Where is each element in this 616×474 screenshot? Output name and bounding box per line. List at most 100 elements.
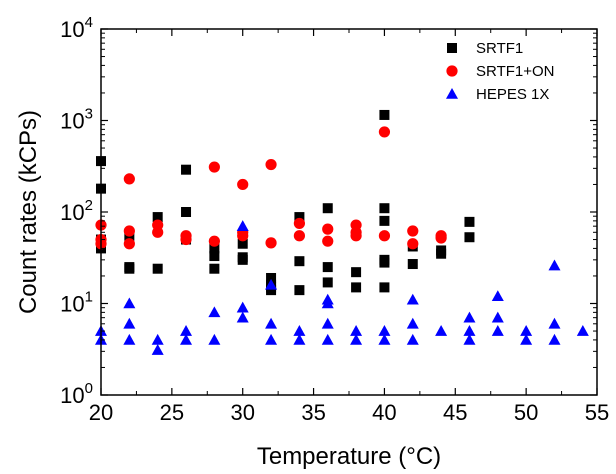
legend: SRTF1 SRTF1+ON HEPES 1X [446, 40, 555, 103]
data-point [378, 325, 391, 336]
series-hepes-1x [95, 220, 589, 355]
y-axis-label: Count rates (kCPs) [15, 110, 42, 314]
data-point [321, 317, 334, 329]
x-tick-label: 20 [89, 400, 113, 425]
x-tick-label: 35 [301, 400, 325, 425]
data-point [435, 232, 447, 244]
y-tick-label: 102 [60, 197, 93, 225]
data-point [322, 235, 334, 247]
data-point [321, 333, 334, 345]
data-point [266, 285, 277, 296]
data-point [293, 325, 306, 336]
data-point [294, 285, 305, 296]
data-points [95, 109, 589, 355]
data-point [265, 333, 278, 345]
data-point [322, 203, 333, 214]
data-point [237, 178, 249, 191]
data-point [237, 230, 249, 242]
data-point [237, 238, 248, 249]
data-point [351, 282, 362, 293]
data-point [407, 259, 418, 270]
data-point [407, 238, 419, 250]
legend-item: SRTF1+ON [446, 63, 555, 80]
data-point [152, 263, 163, 274]
data-point [237, 254, 248, 265]
data-point [293, 230, 305, 242]
data-point [406, 317, 419, 329]
data-point [180, 233, 192, 246]
data-point [209, 263, 220, 274]
data-point [181, 207, 192, 217]
data-point [236, 301, 249, 313]
data-point [379, 215, 390, 226]
data-point [123, 238, 135, 250]
data-point [463, 325, 476, 336]
legend-label: SRTF1+ON [476, 63, 555, 80]
data-point [321, 297, 334, 309]
data-point [208, 306, 221, 318]
data-point [293, 217, 305, 230]
data-point [491, 290, 504, 302]
data-point [350, 333, 363, 345]
data-point [576, 325, 589, 336]
data-point [208, 235, 220, 247]
data-point [265, 317, 278, 329]
x-tick-label: 25 [160, 400, 184, 425]
data-point [208, 161, 220, 173]
data-point [265, 237, 277, 249]
data-point [436, 248, 447, 259]
series-srtf1-on [95, 126, 447, 250]
data-point [464, 216, 475, 227]
x-axis-label: Temperature (°C) [257, 443, 441, 470]
y-tick-labels: 100 101 102 103 104 [60, 14, 93, 408]
data-point [123, 225, 135, 237]
data-point [322, 262, 333, 273]
y-tick-label: 101 [60, 289, 93, 317]
data-point [236, 220, 249, 231]
x-tick-label: 40 [372, 400, 396, 425]
data-point [181, 164, 192, 175]
legend-label: HEPES 1X [476, 86, 549, 103]
data-point [379, 282, 390, 293]
data-point [180, 325, 193, 336]
data-point [236, 311, 249, 323]
data-point [378, 333, 391, 345]
data-point [124, 263, 135, 274]
data-point [435, 325, 448, 336]
data-point [266, 272, 277, 283]
series-srtf1 [96, 109, 475, 296]
data-point [350, 325, 363, 336]
data-point [463, 311, 476, 323]
y-tick-label: 104 [60, 14, 93, 42]
plot-frame [100, 28, 598, 396]
legend-marker [447, 43, 457, 53]
x-tick-label: 45 [443, 400, 467, 425]
data-point [406, 293, 419, 305]
data-point [548, 317, 561, 329]
x-tick-label: 50 [514, 400, 538, 425]
legend-item: HEPES 1X [446, 86, 549, 103]
data-point [152, 212, 163, 223]
data-point [491, 325, 504, 336]
x-tick-label: 55 [585, 400, 609, 425]
data-point [491, 311, 504, 323]
data-point [294, 212, 305, 223]
data-point [379, 109, 390, 120]
data-point [406, 333, 419, 345]
data-point [322, 223, 334, 235]
data-point [208, 333, 221, 345]
data-point [463, 333, 476, 345]
data-point [379, 203, 390, 214]
data-point [548, 259, 561, 271]
data-point [378, 230, 391, 242]
data-point [520, 325, 533, 336]
y-tick-label: 100 [60, 380, 93, 408]
data-point [151, 344, 164, 355]
data-point [265, 278, 278, 290]
x-tick-label: 30 [230, 400, 254, 425]
data-point [123, 297, 136, 309]
data-point [123, 173, 135, 185]
data-point [322, 277, 333, 288]
data-point [464, 232, 475, 243]
